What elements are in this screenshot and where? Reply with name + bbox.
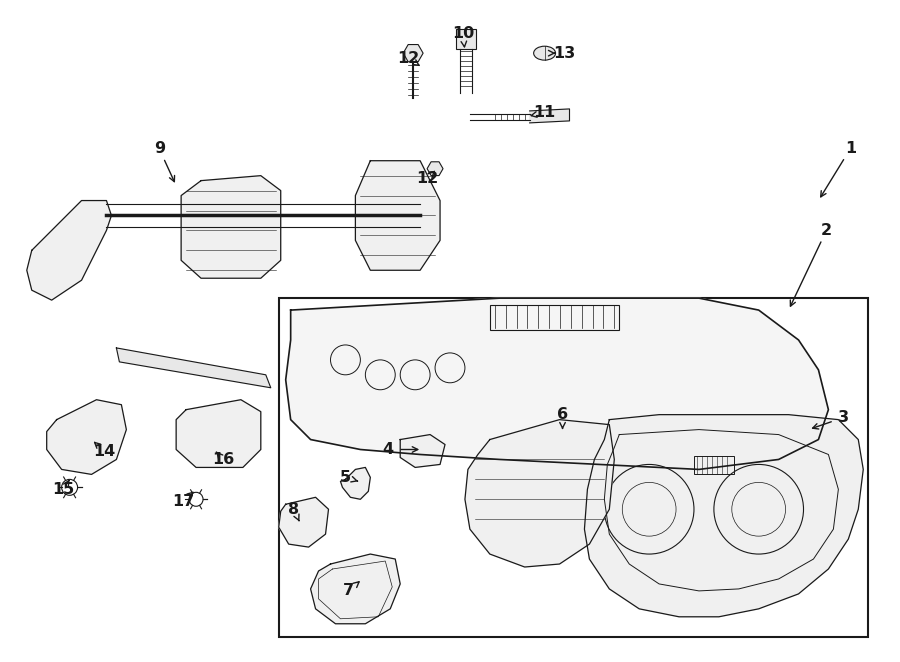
Polygon shape bbox=[27, 201, 112, 300]
Polygon shape bbox=[428, 162, 443, 175]
Text: 9: 9 bbox=[154, 141, 165, 156]
Polygon shape bbox=[181, 175, 281, 278]
Text: 8: 8 bbox=[288, 502, 299, 517]
Text: 13: 13 bbox=[554, 46, 576, 61]
Text: 12: 12 bbox=[416, 171, 438, 186]
Text: 4: 4 bbox=[382, 442, 394, 457]
Polygon shape bbox=[47, 400, 126, 475]
Polygon shape bbox=[465, 420, 615, 567]
Bar bbox=[490, 305, 619, 330]
Text: 11: 11 bbox=[534, 105, 555, 120]
Text: 1: 1 bbox=[845, 141, 856, 156]
Bar bbox=[279, 298, 868, 637]
Polygon shape bbox=[400, 434, 445, 467]
Text: 16: 16 bbox=[212, 452, 234, 467]
Polygon shape bbox=[176, 400, 261, 467]
Bar bbox=[694, 457, 733, 475]
Polygon shape bbox=[456, 29, 476, 49]
Polygon shape bbox=[285, 298, 828, 469]
Text: 3: 3 bbox=[838, 410, 849, 425]
Polygon shape bbox=[356, 161, 440, 270]
Text: 10: 10 bbox=[452, 26, 474, 41]
Polygon shape bbox=[310, 554, 400, 624]
Polygon shape bbox=[279, 497, 328, 547]
Text: 2: 2 bbox=[821, 223, 832, 238]
Polygon shape bbox=[584, 414, 863, 617]
Polygon shape bbox=[340, 467, 370, 499]
Text: 17: 17 bbox=[172, 494, 194, 509]
Polygon shape bbox=[116, 348, 271, 388]
Ellipse shape bbox=[534, 46, 555, 60]
Polygon shape bbox=[403, 44, 423, 62]
Text: 5: 5 bbox=[340, 470, 351, 485]
Text: 15: 15 bbox=[52, 482, 75, 497]
Text: 12: 12 bbox=[397, 51, 419, 66]
Text: 7: 7 bbox=[343, 583, 354, 598]
Text: 6: 6 bbox=[557, 407, 568, 422]
Polygon shape bbox=[530, 109, 570, 123]
Text: 14: 14 bbox=[94, 444, 115, 459]
